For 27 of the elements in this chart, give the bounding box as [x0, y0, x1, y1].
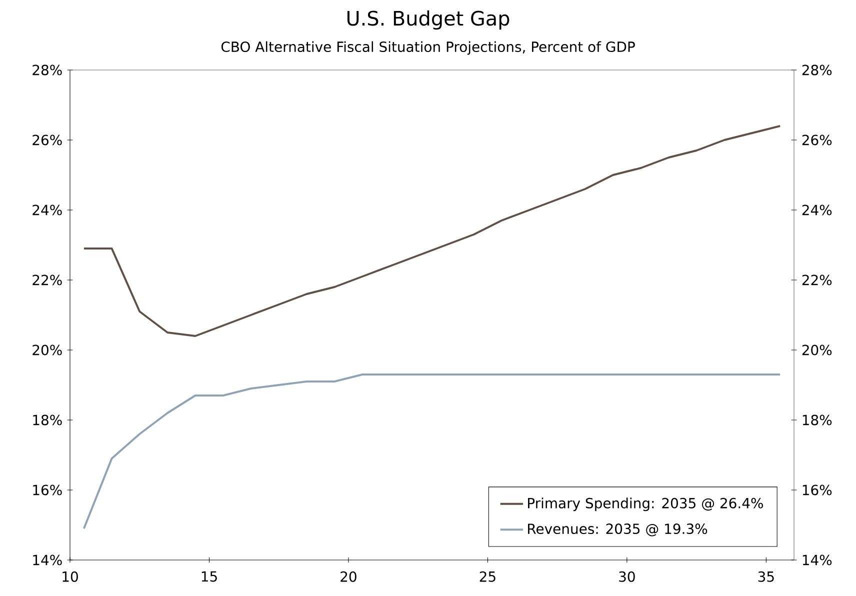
y2-tick-label: 16% [33, 484, 62, 496]
chart-title: U.S. Budget Gap [347, 10, 510, 30]
y2-tick-label: 18% [33, 414, 62, 426]
x-tick-label: 35 [758, 571, 774, 582]
y2-tick-label: 26% [32, 134, 62, 146]
y-tick-label: 20% [802, 344, 832, 356]
x-tick-label: 25 [480, 571, 496, 582]
y2-tick-label: 28% [32, 64, 62, 76]
y-tick-label: 14% [802, 554, 832, 566]
line-series [82, 124, 782, 337]
x-tick-label: 15 [202, 571, 217, 582]
y2-tick-label: 24% [32, 204, 62, 216]
legend-label: Primary Spending: 2035 @ 26.4% [528, 498, 763, 512]
y2-tick-label: 14% [33, 554, 62, 566]
y-tick-label: 18% [802, 414, 832, 426]
chart-subtitle: CBO Alternative Fiscal Situation Projections, Percent of GDP [221, 41, 635, 55]
y2-tick-label: 20% [32, 344, 62, 356]
y-tick-label: 22% [802, 274, 832, 286]
x-tick-label: 20 [340, 571, 356, 582]
x-tick-label: 10 [62, 571, 78, 582]
y-tick-label: 24% [802, 204, 832, 216]
y-tick-label: 26% [802, 134, 832, 146]
y2-tick-label: 22% [32, 274, 62, 286]
y-tick-label: 28% [802, 64, 832, 76]
x-tick-label: 30 [619, 571, 635, 582]
y-tick-label: 16% [802, 484, 832, 496]
legend-label: Revenues: 2035 @ 19.3% [528, 524, 708, 536]
